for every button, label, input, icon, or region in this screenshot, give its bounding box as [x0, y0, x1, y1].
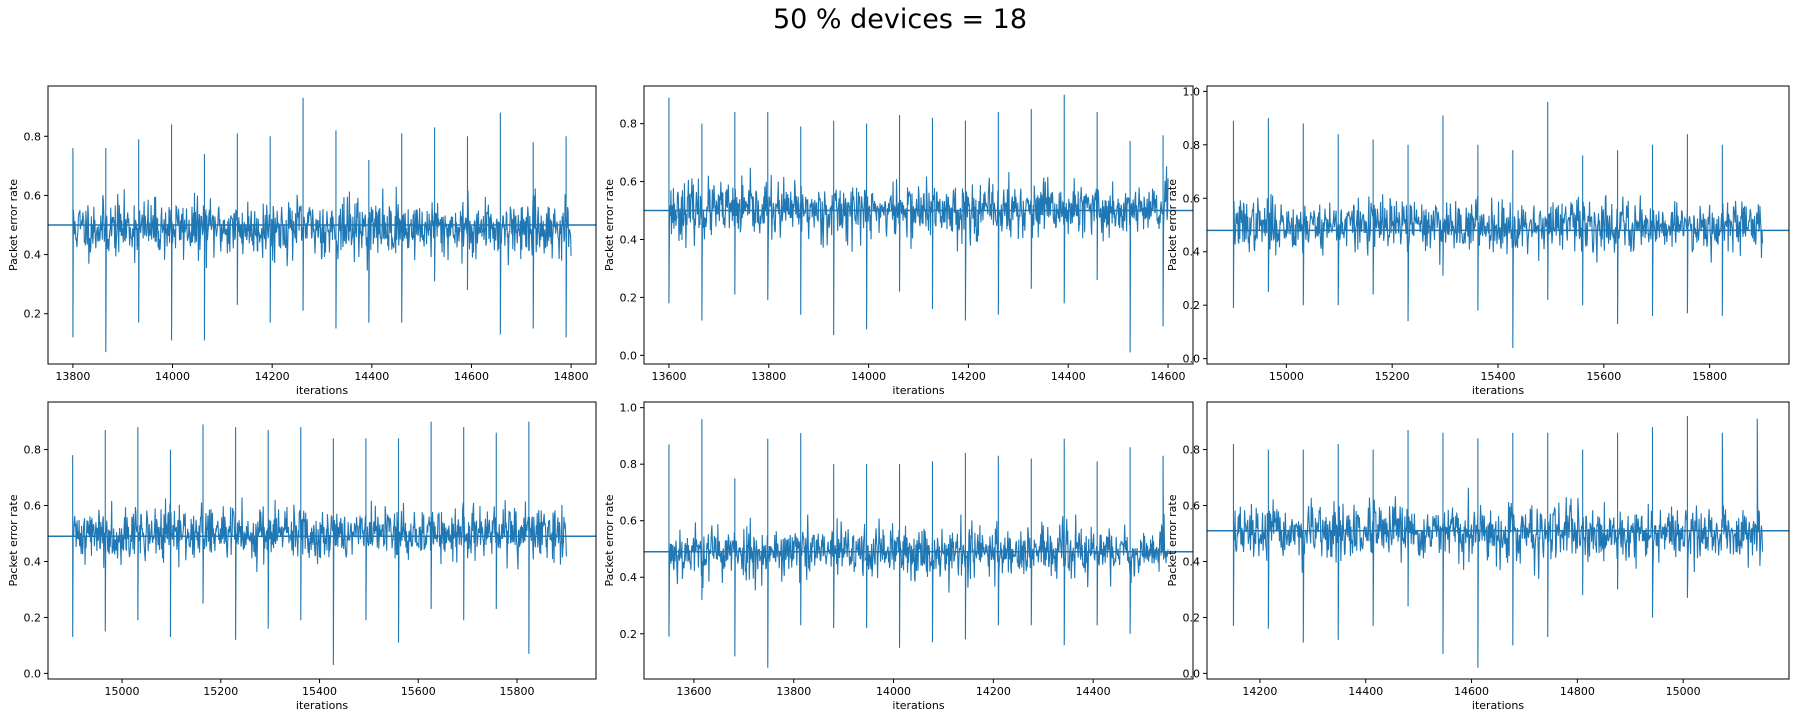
plot-area	[48, 97, 596, 353]
axes-frame	[643, 401, 1194, 680]
y-axis-label: Packet error rate	[603, 494, 616, 586]
plot-area	[644, 94, 1193, 353]
y-axis-label: Packet error rate	[1166, 179, 1179, 271]
x-tick-label: 14800	[1560, 685, 1595, 698]
y-tick-label: 1.0	[620, 402, 638, 415]
series-line	[1232, 102, 1764, 348]
y-axis-label: Packet error rate	[7, 179, 20, 271]
x-tick-label: 14400	[1051, 370, 1086, 383]
x-tick-label: 13800	[55, 370, 90, 383]
x-tick-label: 15000	[105, 685, 140, 698]
y-tick-label: 0.0	[1183, 667, 1201, 680]
y-tick-label: 0.4	[1183, 555, 1201, 568]
series-line	[668, 94, 1169, 353]
x-tick-label: 14600	[1151, 370, 1186, 383]
y-tick-label: 0.6	[620, 515, 638, 528]
y-tick-label: 0.4	[620, 571, 638, 584]
y-tick-label: 0.4	[24, 555, 42, 568]
y-tick-label: 1.0	[1183, 85, 1201, 98]
x-tick-label: 14400	[354, 370, 389, 383]
x-tick-label: 15400	[302, 685, 337, 698]
y-tick-label: 0.2	[620, 628, 638, 641]
x-tick-label: 15400	[1481, 370, 1516, 383]
y-axis-label: Packet error rate	[7, 494, 20, 586]
x-tick-label: 14400	[1348, 685, 1383, 698]
y-tick-label: 0.2	[1183, 299, 1201, 312]
y-tick-label: 0.2	[24, 308, 42, 321]
x-tick-label: 13800	[751, 370, 786, 383]
y-tick-label: 0.8	[1183, 444, 1201, 457]
plot-area	[1207, 415, 1789, 668]
y-tick-label: 0.8	[24, 130, 42, 143]
x-axis-label: iterations	[892, 699, 944, 712]
x-tick-label: 14000	[876, 685, 911, 698]
y-tick-label: 0.2	[24, 611, 42, 624]
series-line	[668, 418, 1169, 668]
x-tick-label: 15600	[1586, 370, 1621, 383]
y-tick-label: 0.6	[620, 176, 638, 189]
y-tick-label: 0.0	[620, 349, 638, 362]
y-axis-label: Packet error rate	[603, 179, 616, 271]
x-tick-label: 14200	[255, 370, 290, 383]
y-tick-label: 0.4	[620, 233, 638, 246]
x-tick-label: 14200	[951, 370, 986, 383]
x-tick-label: 14200	[1242, 685, 1277, 698]
x-tick-label: 14200	[976, 685, 1011, 698]
y-tick-label: 0.8	[24, 444, 42, 457]
x-tick-label: 15200	[203, 685, 238, 698]
x-tick-label: 14000	[851, 370, 886, 383]
figure-title: 50 % devices = 18	[772, 4, 1028, 35]
y-tick-label: 0.8	[620, 458, 638, 471]
axes-frame	[643, 85, 1194, 365]
x-tick-label: 14800	[554, 370, 589, 383]
x-tick-label: 15800	[1692, 370, 1727, 383]
x-axis-label: iterations	[1472, 699, 1524, 712]
x-tick-label: 13800	[776, 685, 811, 698]
subplot-6: 14200 14400 14600 14800 15000 0.0 0.2 0.4 0.6 0.8…	[1166, 401, 1790, 712]
subplot-1: 13800 14000 14200 14400 14600 14800 0.2 0.4 0.6 0…	[7, 85, 597, 397]
series-line	[72, 421, 567, 666]
subplot-2: 13600 13800 14000 14200 14400 14600 0.0 0.2 0.4 0…	[603, 85, 1194, 397]
x-tick-label: 15600	[401, 685, 436, 698]
axes-frame	[1206, 401, 1790, 680]
y-tick-label: 0.6	[1183, 192, 1201, 205]
series-line	[72, 97, 572, 353]
x-axis-label: iterations	[892, 384, 944, 397]
x-axis-label: iterations	[296, 699, 348, 712]
plot-area	[1207, 102, 1789, 348]
x-axis-label: iterations	[1472, 384, 1524, 397]
y-tick-label: 0.4	[1183, 246, 1201, 259]
y-tick-label: 0.6	[24, 189, 42, 202]
x-tick-label: 14000	[155, 370, 190, 383]
x-tick-label: 15000	[1666, 685, 1701, 698]
x-axis-label: iterations	[296, 384, 348, 397]
x-tick-label: 13600	[676, 685, 711, 698]
x-tick-label: 14600	[454, 370, 489, 383]
plot-area	[48, 421, 596, 666]
x-tick-label: 15200	[1375, 370, 1410, 383]
y-axis-label: Packet error rate	[1166, 494, 1179, 586]
subplot-5: 13600 13800 14000 14200 14400 0.2 0.4 0.6 0.8 1.0…	[603, 401, 1194, 712]
plot-area	[644, 418, 1193, 668]
y-tick-label: 0.6	[24, 500, 42, 513]
x-tick-label: 14400	[1076, 685, 1111, 698]
x-tick-label: 13600	[651, 370, 686, 383]
axes-frame	[47, 401, 597, 680]
y-tick-label: 0.0	[24, 667, 42, 680]
y-tick-label: 0.2	[1183, 611, 1201, 624]
series-line	[1232, 415, 1764, 668]
y-tick-label: 0.4	[24, 249, 42, 262]
subplot-4: 15000 15200 15400 15600 15800 0.0 0.2 0.4 0.6 0.8…	[7, 401, 597, 712]
y-tick-label: 0.8	[1183, 139, 1201, 152]
axes-frame	[47, 85, 597, 365]
subplot-3: 15000 15200 15400 15600 15800 0.0 0.2 0.4 0.6 0.8…	[1166, 85, 1790, 397]
y-tick-label: 0.8	[620, 118, 638, 131]
y-tick-label: 0.0	[1183, 353, 1201, 366]
y-tick-label: 0.6	[1183, 500, 1201, 513]
y-tick-label: 0.2	[620, 291, 638, 304]
x-tick-label: 15800	[500, 685, 535, 698]
x-tick-label: 14600	[1454, 685, 1489, 698]
x-tick-label: 15000	[1269, 370, 1304, 383]
